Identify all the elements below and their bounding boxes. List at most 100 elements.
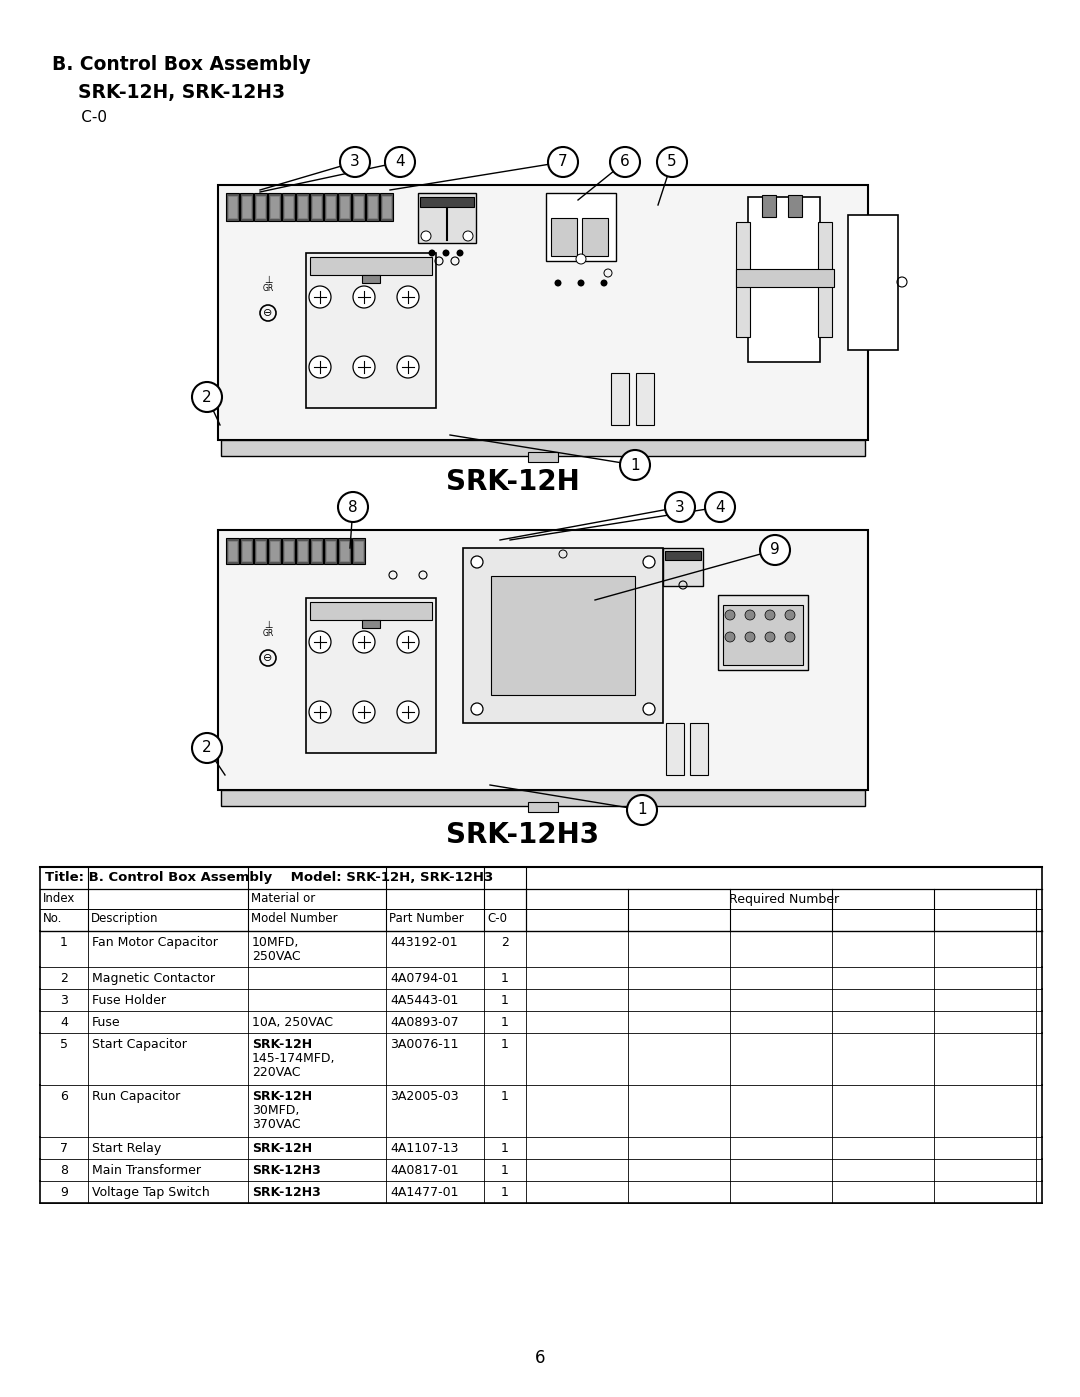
Circle shape [309, 701, 330, 724]
Bar [354, 196, 363, 218]
Circle shape [471, 556, 483, 569]
Bar [636, 373, 654, 425]
Circle shape [760, 535, 789, 564]
Text: 8: 8 [348, 500, 357, 514]
Text: GR: GR [262, 284, 273, 293]
Text: 1: 1 [501, 1038, 509, 1051]
Bar [551, 218, 577, 256]
Text: 5: 5 [667, 155, 677, 169]
Text: 4A0817-01: 4A0817-01 [390, 1164, 459, 1178]
Circle shape [725, 631, 735, 643]
Bar [270, 196, 279, 218]
Circle shape [340, 147, 370, 177]
Circle shape [785, 610, 795, 620]
Text: Voltage Tap Switch: Voltage Tap Switch [92, 1186, 210, 1199]
Text: Fuse: Fuse [92, 1016, 121, 1030]
Text: Part Number: Part Number [389, 912, 463, 925]
Circle shape [457, 250, 463, 257]
Text: ⊥: ⊥ [264, 620, 272, 630]
Text: GR: GR [262, 629, 273, 638]
Text: 1: 1 [631, 457, 639, 472]
Text: 6: 6 [535, 1350, 545, 1368]
Bar [735, 270, 834, 286]
Bar [528, 453, 558, 462]
Circle shape [705, 492, 735, 522]
Bar [228, 541, 237, 562]
Circle shape [548, 147, 578, 177]
Text: 1: 1 [501, 972, 509, 985]
Bar [723, 605, 804, 665]
Bar [240, 538, 253, 564]
Text: 220VAC: 220VAC [252, 1066, 300, 1078]
Bar [298, 196, 307, 218]
Text: 145-174MFD,: 145-174MFD, [252, 1052, 336, 1065]
Bar [254, 193, 267, 221]
Text: SRK-12H, SRK-12H3: SRK-12H, SRK-12H3 [52, 82, 285, 102]
Bar [528, 802, 558, 812]
Bar [254, 538, 267, 564]
Bar [788, 196, 802, 217]
Bar [340, 196, 349, 218]
Bar [690, 724, 708, 775]
Text: ⊖: ⊖ [264, 307, 272, 319]
Text: 1: 1 [501, 1141, 509, 1155]
Text: Fan Motor Capacitor: Fan Motor Capacitor [92, 936, 218, 949]
Bar [306, 598, 436, 753]
Text: Main Transformer: Main Transformer [92, 1164, 201, 1178]
Text: 2: 2 [202, 390, 212, 405]
Bar [420, 197, 474, 207]
Circle shape [665, 492, 696, 522]
Circle shape [765, 631, 775, 643]
Text: 4: 4 [395, 155, 405, 169]
Bar [226, 193, 239, 221]
Bar [256, 196, 265, 218]
Bar [491, 576, 635, 694]
Circle shape [554, 279, 562, 286]
Text: 9: 9 [60, 1186, 68, 1199]
Circle shape [576, 254, 586, 264]
Circle shape [338, 492, 368, 522]
Circle shape [309, 631, 330, 652]
Bar [218, 529, 868, 789]
Bar [362, 275, 380, 284]
Bar [298, 541, 307, 562]
Text: 8: 8 [60, 1164, 68, 1178]
Text: 1: 1 [501, 1016, 509, 1030]
Bar [326, 541, 335, 562]
Text: SRK-12H3: SRK-12H3 [446, 821, 599, 849]
Circle shape [745, 610, 755, 620]
Bar [338, 193, 351, 221]
Bar [312, 196, 321, 218]
Circle shape [745, 631, 755, 643]
Text: 3: 3 [60, 995, 68, 1007]
Text: 4A0893-07: 4A0893-07 [390, 1016, 459, 1030]
Circle shape [429, 250, 435, 257]
Bar [362, 620, 380, 629]
Bar [326, 196, 335, 218]
Text: SRK-12H: SRK-12H [252, 1141, 312, 1155]
Bar [242, 196, 251, 218]
Text: Index: Index [43, 893, 76, 905]
Text: 7: 7 [558, 155, 568, 169]
Text: 1: 1 [501, 1186, 509, 1199]
Bar [306, 253, 436, 408]
Circle shape [353, 631, 375, 652]
Bar [611, 373, 629, 425]
Bar [240, 193, 253, 221]
Bar [338, 538, 351, 564]
Text: Model Number: Model Number [251, 912, 338, 925]
Bar [354, 541, 363, 562]
Bar [228, 196, 237, 218]
Text: 6: 6 [60, 1090, 68, 1104]
Bar [665, 550, 701, 560]
Bar [582, 218, 608, 256]
Text: SRK-12H3: SRK-12H3 [252, 1186, 321, 1199]
Bar [718, 595, 808, 671]
Bar [324, 193, 337, 221]
Text: 1: 1 [60, 936, 68, 949]
Text: SRK-12H: SRK-12H [252, 1090, 312, 1104]
Circle shape [620, 450, 650, 481]
Circle shape [397, 286, 419, 307]
Bar [324, 538, 337, 564]
Text: 250VAC: 250VAC [252, 950, 300, 963]
